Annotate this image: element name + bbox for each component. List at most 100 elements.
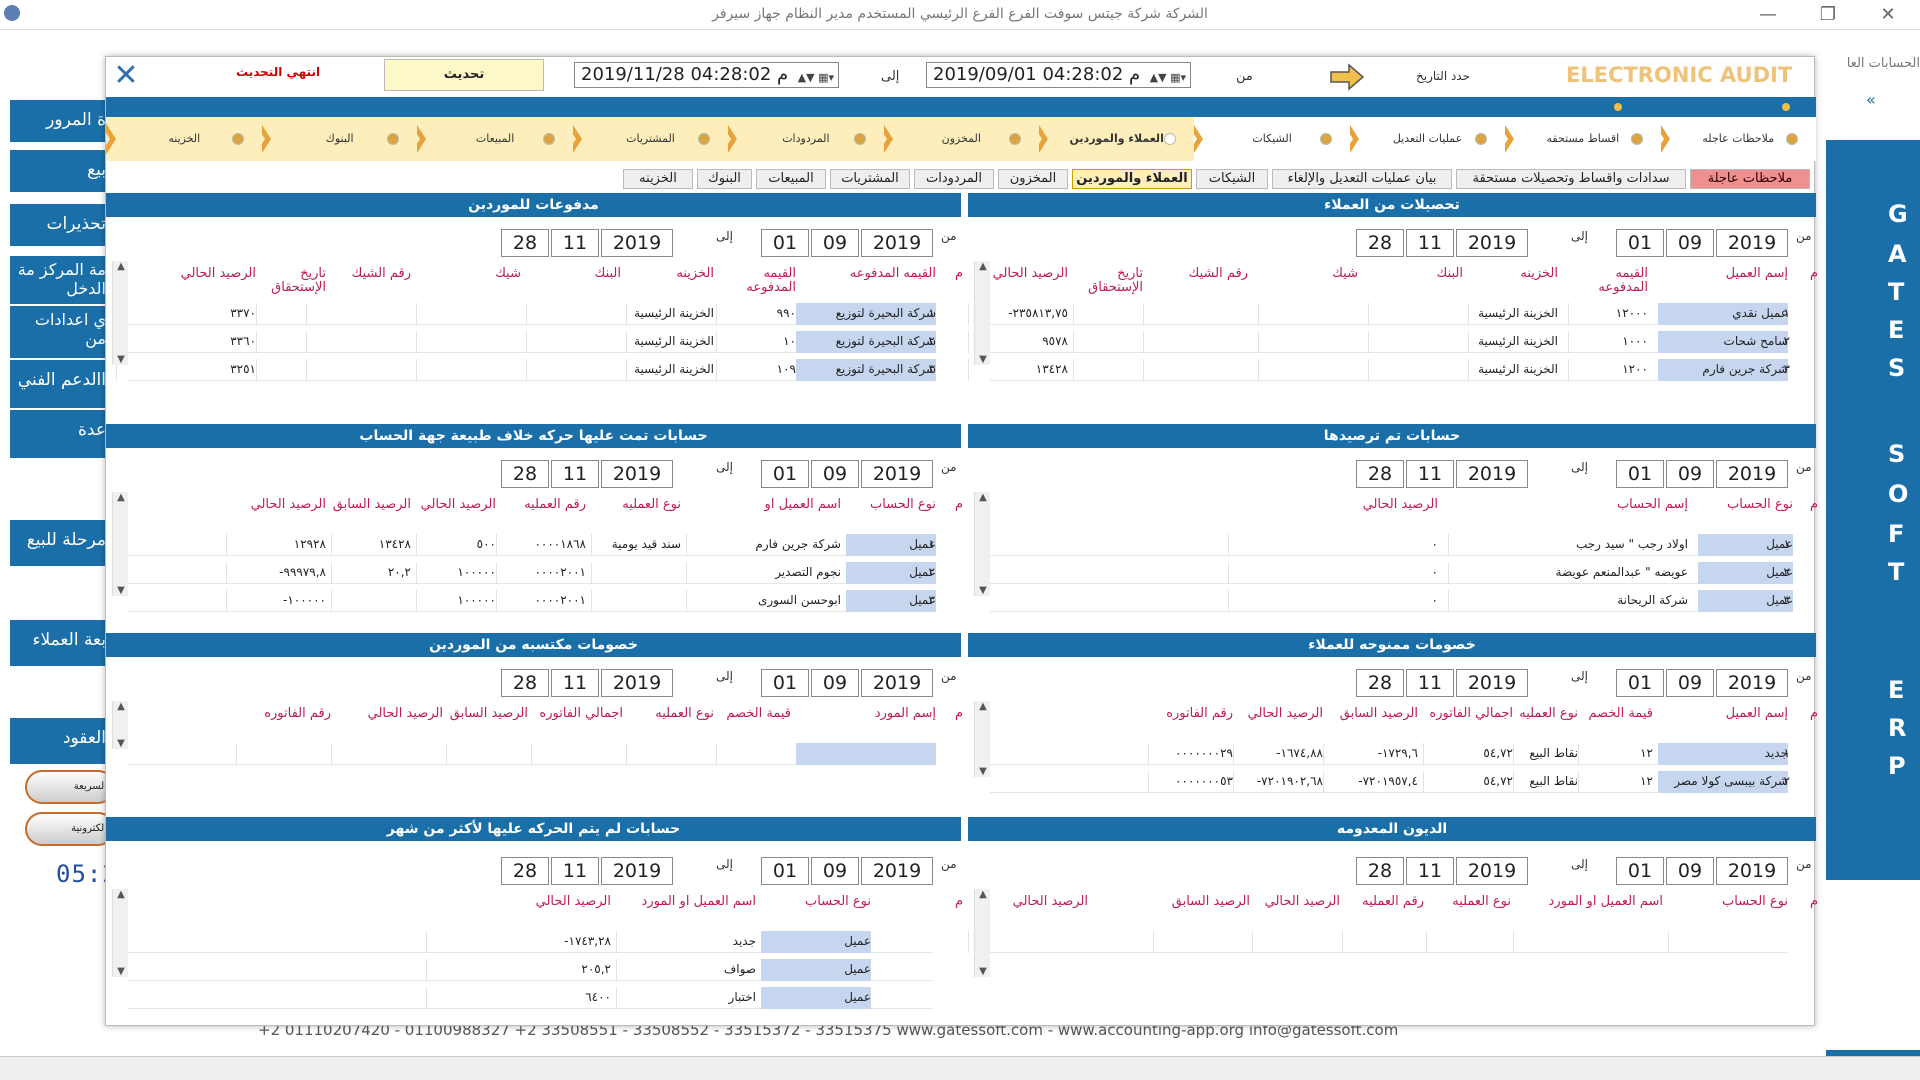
- refresh-button[interactable]: تحديث: [384, 59, 544, 91]
- scroll-down-icon[interactable]: ▼: [979, 585, 987, 596]
- tab-1[interactable]: سدادات واقساط وتحصيلات مستحقة: [1456, 169, 1686, 189]
- arrow-right-icon[interactable]: [1329, 63, 1365, 91]
- from-date-box[interactable]: 2019: [861, 669, 933, 697]
- close-window-icon[interactable]: ✕: [1880, 4, 1896, 25]
- table-row[interactable]: عميل صواف ٢٠٥,٢: [128, 959, 933, 981]
- to-date-picker[interactable]: 2019/11/28 04:28:02 م ▲▼ ▦▾: [574, 62, 839, 88]
- vertical-scrollbar[interactable]: ▲ ▼: [974, 492, 990, 596]
- vertical-scrollbar[interactable]: ▲ ▼: [112, 701, 128, 749]
- to-date-box[interactable]: 28: [1356, 229, 1404, 257]
- from-date-box[interactable]: 01: [761, 669, 809, 697]
- vertical-scrollbar[interactable]: ▲ ▼: [974, 701, 990, 777]
- bg-menu-button[interactable]: مة المركز مة الدخل: [10, 256, 110, 304]
- table-row[interactable]: ١ جديد ١٢ نقاط البيع ٥٤,٧٢ ١٧٢٩,٦- ١٦٧٤,٨٨- ٠٠٠…: [990, 743, 1790, 765]
- from-date-box[interactable]: 2019: [1716, 229, 1788, 257]
- from-date-box[interactable]: 2019: [1716, 460, 1788, 488]
- to-date-box[interactable]: 11: [1406, 460, 1454, 488]
- table-row[interactable]: ٣ عميل ابوحسن السورى ٠٠٠٠٢٠٠١ ١٠٠٠٠٠ ١٠٠٠٠٠-: [128, 590, 936, 612]
- to-date-box[interactable]: 2019: [1456, 229, 1528, 257]
- bg-menu-button[interactable]: االدعم الفني: [10, 360, 110, 408]
- to-date-box[interactable]: 28: [501, 669, 549, 697]
- minimize-icon[interactable]: —: [1759, 4, 1777, 25]
- from-date-box[interactable]: 2019: [1716, 669, 1788, 697]
- to-date-box[interactable]: 11: [551, 857, 599, 885]
- scroll-up-icon[interactable]: ▲: [117, 889, 125, 900]
- bg-menu-button[interactable]: ة المرور: [10, 100, 110, 142]
- bg-oval-button[interactable]: السريعة: [25, 770, 115, 804]
- from-date-box[interactable]: 01: [1616, 229, 1664, 257]
- table-row[interactable]: عميل اختبار ٦٤٠٠: [128, 987, 933, 1009]
- table-row[interactable]: ١ عميل نقدي ١٢٠٠٠ الخزينة الرئيسية ٢٣٥٨١٣,٧٥…: [968, 303, 1790, 325]
- scroll-up-icon[interactable]: ▲: [979, 889, 987, 900]
- tab-6[interactable]: المردودات: [914, 169, 994, 189]
- table-row[interactable]: [968, 931, 1788, 953]
- table-row[interactable]: ١ عميل شركة جرين فارم سند قيد يومية ٠٠٠٠١٨٦٨…: [128, 534, 936, 556]
- tab-8[interactable]: المبيعات: [756, 169, 826, 189]
- vertical-scrollbar[interactable]: ▲ ▼: [974, 889, 990, 977]
- bg-menu-button[interactable]: مرحلة للبيع: [10, 520, 110, 566]
- from-date-box[interactable]: 09: [1666, 857, 1714, 885]
- restore-icon[interactable]: ❐: [1819, 4, 1837, 25]
- from-date-box[interactable]: 01: [1616, 857, 1664, 885]
- scroll-down-icon[interactable]: ▼: [979, 966, 987, 977]
- to-date-box[interactable]: 11: [1406, 669, 1454, 697]
- scroll-down-icon[interactable]: ▼: [117, 354, 125, 365]
- tab-0[interactable]: ملاحظات عاجلة: [1690, 169, 1810, 189]
- bg-menu-button[interactable]: عدة: [10, 410, 110, 458]
- calendar-icon[interactable]: ▲▼ ▦▾: [797, 71, 834, 84]
- from-date-box[interactable]: 2019: [861, 460, 933, 488]
- vertical-scrollbar[interactable]: ▲ ▼: [112, 492, 128, 596]
- scroll-up-icon[interactable]: ▲: [979, 492, 987, 503]
- to-date-box[interactable]: 2019: [1456, 460, 1528, 488]
- to-date-box[interactable]: 11: [551, 669, 599, 697]
- from-date-box[interactable]: 09: [1666, 229, 1714, 257]
- scroll-up-icon[interactable]: ▲: [979, 261, 987, 272]
- bg-menu-button[interactable]: بعة العملاء: [10, 620, 110, 666]
- table-row[interactable]: ٣ شركة جرين فارم ١٢٠٠ الخزينة الرئيسية ١٣٤٢٨: [968, 359, 1790, 381]
- bg-menu-button[interactable]: بيع: [10, 150, 110, 192]
- to-date-box[interactable]: 2019: [1456, 857, 1528, 885]
- to-date-box[interactable]: 2019: [601, 669, 673, 697]
- from-date-box[interactable]: 09: [811, 857, 859, 885]
- table-row[interactable]: [128, 743, 936, 765]
- to-date-box[interactable]: 11: [551, 229, 599, 257]
- bg-oval-button[interactable]: الكترونية: [25, 812, 115, 846]
- table-row[interactable]: ٣ عميل شركة الريحانة ٠: [990, 590, 1793, 612]
- workflow-step[interactable]: المبيعات: [417, 117, 573, 161]
- to-date-box[interactable]: 11: [551, 460, 599, 488]
- tab-5[interactable]: المخزون: [998, 169, 1068, 189]
- scroll-up-icon[interactable]: ▲: [117, 701, 125, 712]
- from-date-box[interactable]: 01: [1616, 460, 1664, 488]
- scroll-down-icon[interactable]: ▼: [117, 738, 125, 749]
- tab-4[interactable]: العملاء والموردين: [1072, 169, 1192, 189]
- from-date-box[interactable]: 2019: [861, 229, 933, 257]
- to-date-box[interactable]: 28: [1356, 857, 1404, 885]
- vertical-scrollbar[interactable]: ▲ ▼: [112, 261, 128, 365]
- from-date-box[interactable]: 2019: [1716, 857, 1788, 885]
- from-date-box[interactable]: 09: [811, 669, 859, 697]
- table-row[interactable]: ١ شركة البحيرة لتوزيع ٩٩٠ الخزينة الرئيسية ٣…: [116, 303, 936, 325]
- to-date-box[interactable]: 28: [501, 460, 549, 488]
- table-row[interactable]: ٢ عميل عويضه " عبدالمنعم عويضة ٠: [990, 562, 1793, 584]
- from-date-box[interactable]: 09: [811, 460, 859, 488]
- scroll-up-icon[interactable]: ▲: [117, 261, 125, 272]
- to-date-box[interactable]: 28: [1356, 669, 1404, 697]
- collapse-chevron-icon[interactable]: «: [1866, 90, 1876, 109]
- from-date-box[interactable]: 01: [761, 460, 809, 488]
- bg-menu-button[interactable]: العقود: [10, 718, 110, 764]
- scroll-up-icon[interactable]: ▲: [979, 701, 987, 712]
- to-date-box[interactable]: 28: [501, 857, 549, 885]
- scroll-down-icon[interactable]: ▼: [979, 766, 987, 777]
- from-date-picker[interactable]: 2019/09/01 04:28:02 م ▲▼ ▦▾: [926, 62, 1191, 88]
- to-date-box[interactable]: 11: [1406, 857, 1454, 885]
- from-date-box[interactable]: 2019: [861, 857, 933, 885]
- table-row[interactable]: عميل جديد ١٧٤٣,٢٨-: [128, 931, 933, 953]
- vertical-scrollbar[interactable]: ▲ ▼: [974, 261, 990, 365]
- tab-3[interactable]: الشيكات: [1196, 169, 1268, 189]
- scroll-down-icon[interactable]: ▼: [117, 585, 125, 596]
- close-icon[interactable]: ✕: [113, 58, 139, 93]
- table-row[interactable]: ٣ شركة البحيرة لتوزيع ١٠٩ الخزينة الرئيسية ٣…: [116, 359, 936, 381]
- table-row[interactable]: ٢ شركة بيبسى كولا مصر ١٢ نقاط البيع ٥٤,٧٢ ٧٢٠…: [990, 771, 1790, 793]
- from-date-box[interactable]: 01: [1616, 669, 1664, 697]
- vertical-scrollbar[interactable]: ▲ ▼: [112, 889, 128, 977]
